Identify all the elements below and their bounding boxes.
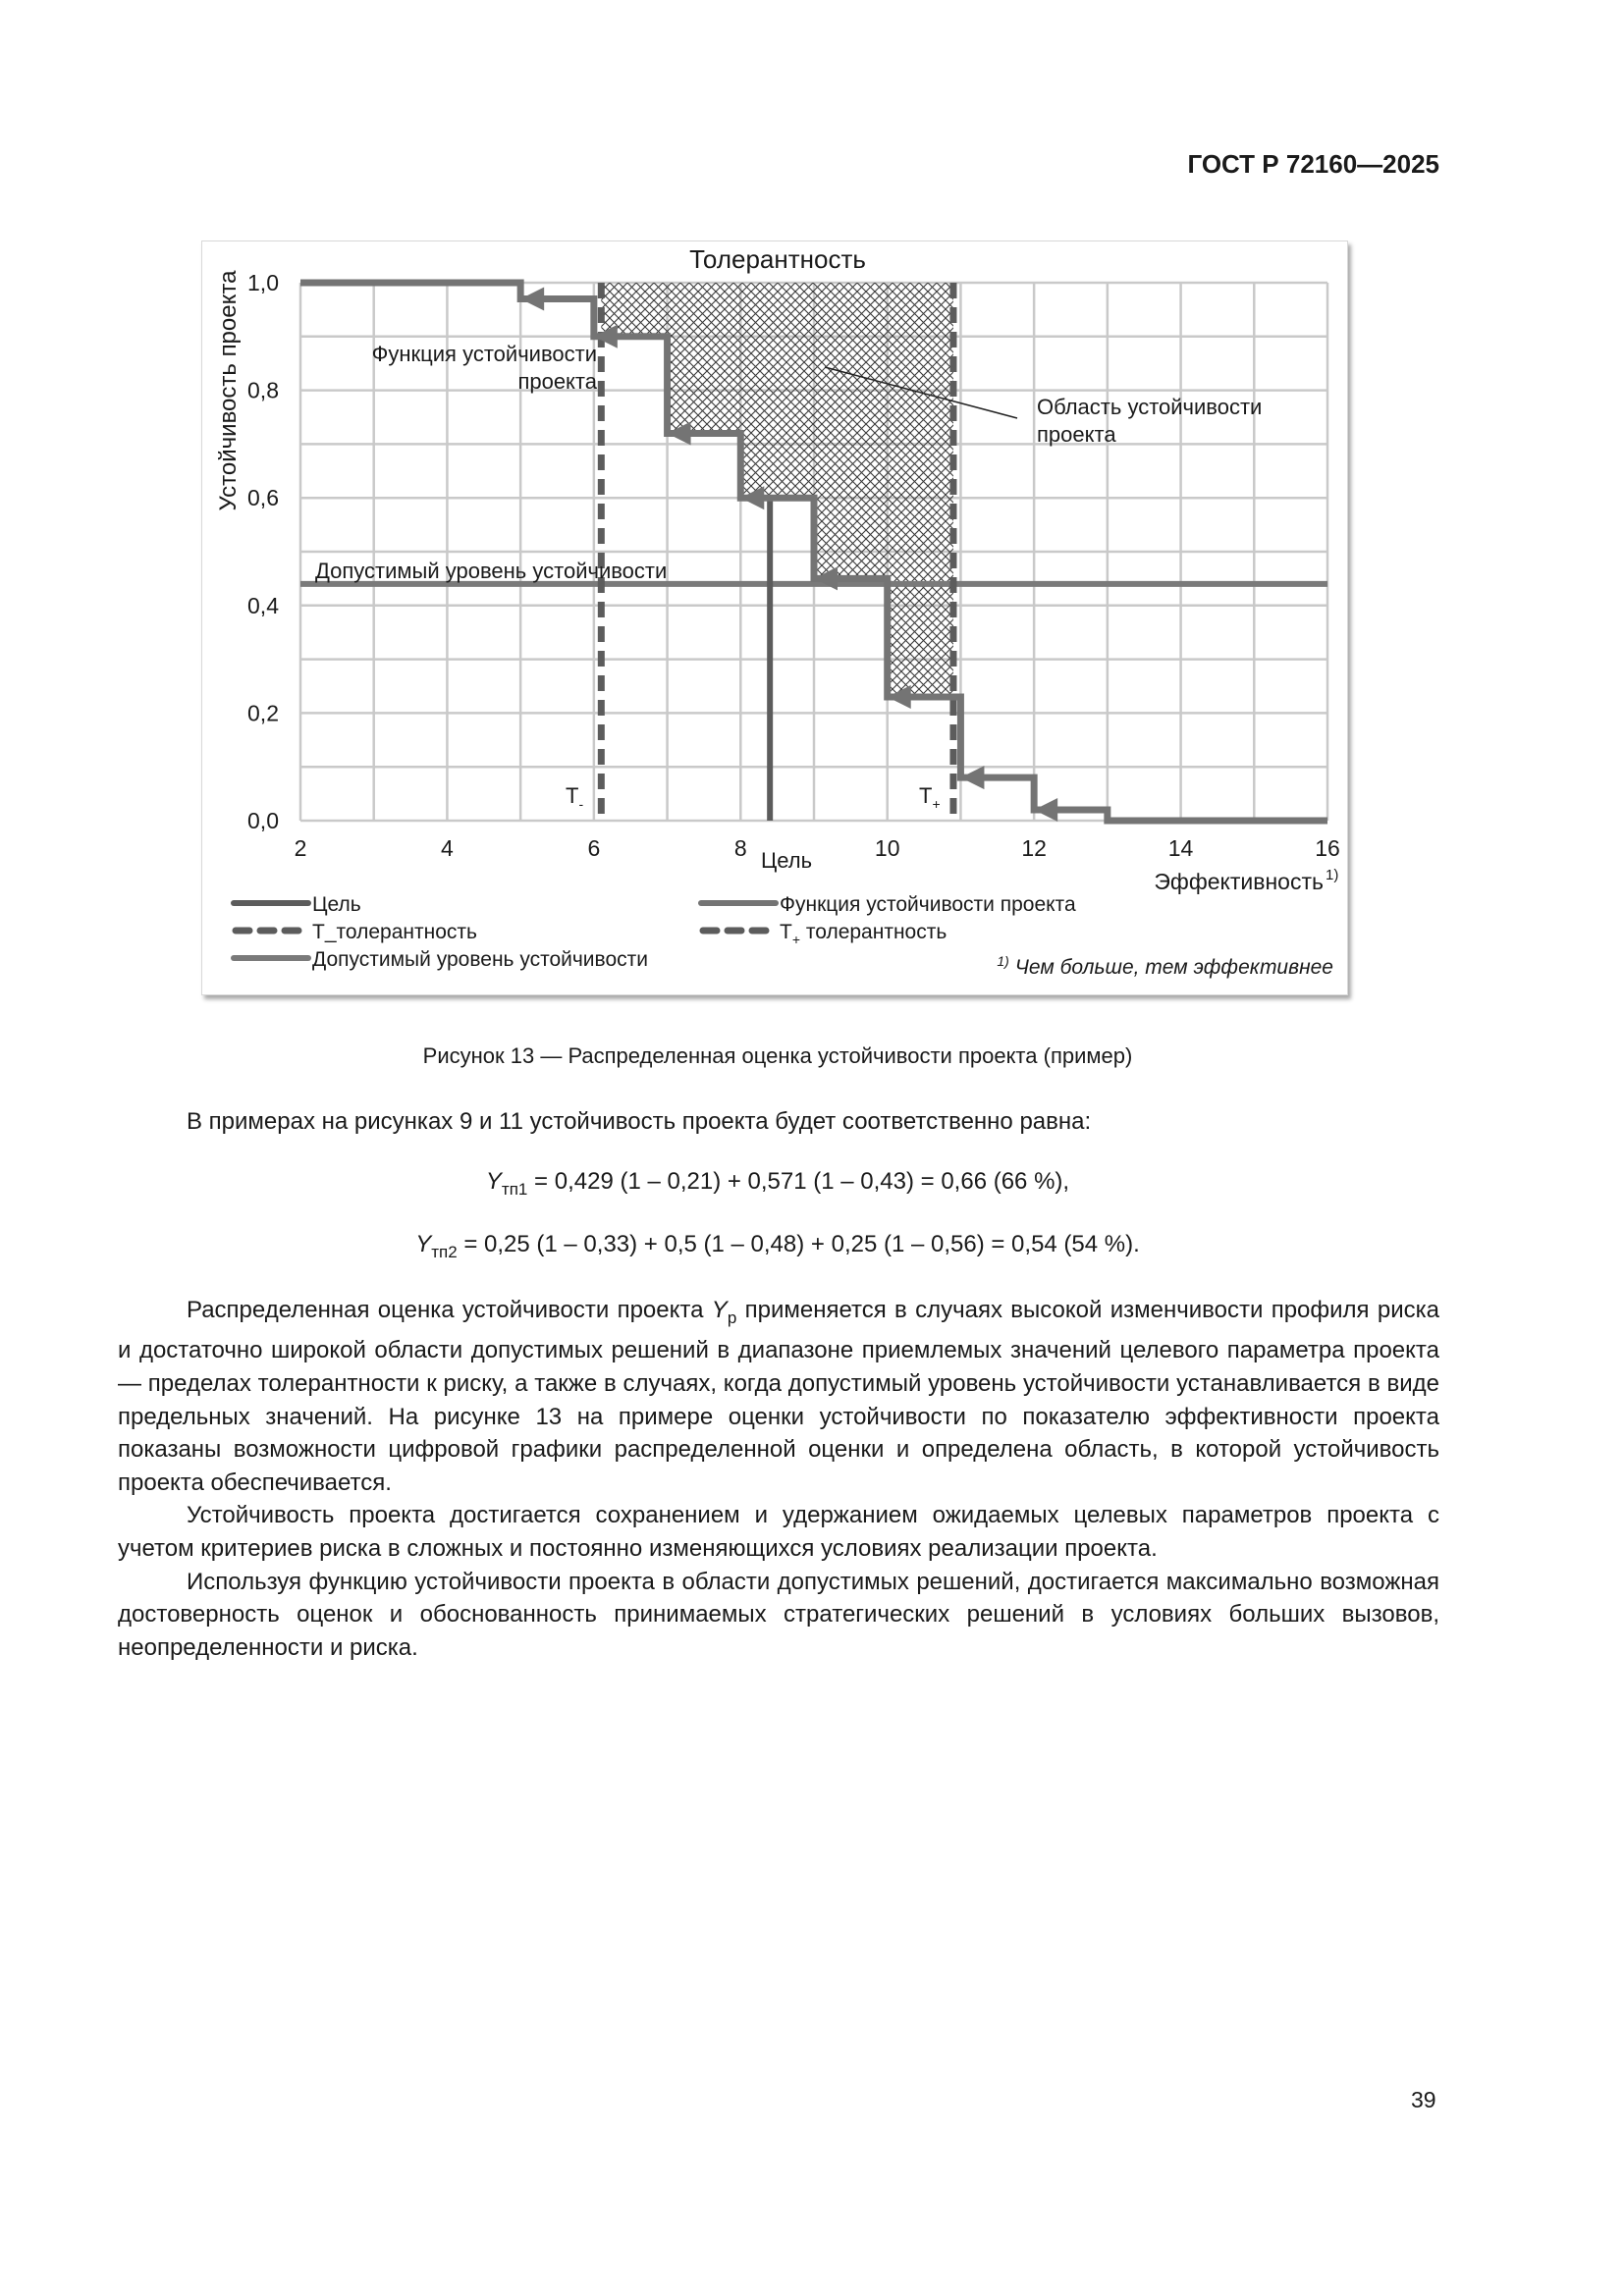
y-axis-label: Устойчивость проекта (215, 270, 242, 511)
chart: 2 4 6 8 10 12 14 16 0,0 0,2 0,4 0,6 0,8 1,0 Толерантн… (215, 244, 1340, 979)
paragraph-1: Распределенная оценка устойчивости проек… (118, 1297, 1440, 1496)
step-arrow-head (960, 766, 985, 790)
legend-label-level: Допустимый уровень устойчивости (312, 948, 648, 971)
x-tick-label: 10 (875, 835, 900, 861)
region-label-1: Область устойчивости (1037, 395, 1262, 419)
stability-region-hatch (601, 283, 953, 697)
x-tick-label: 16 (1315, 835, 1340, 861)
x-tick-label: 6 (587, 835, 600, 861)
legend-label-function: Функция устойчивости проекта (780, 893, 1076, 916)
y-tick-label: 0,4 (247, 593, 279, 618)
step-arrow-head (593, 324, 618, 348)
level-label: Допустимый уровень устойчивости (315, 559, 667, 583)
document-header: ГОСТ Р 72160—2025 (1187, 149, 1439, 179)
y-tick-label: 1,0 (247, 270, 279, 295)
t-minus-label: T- (566, 783, 583, 812)
y-tick-label: 0,2 (247, 700, 279, 725)
intro-text: В примерах на рисунках 9 и 11 устойчивос… (187, 1108, 1092, 1135)
function-label-1: Функция устойчивости (372, 342, 597, 366)
region-leader-line (824, 366, 1018, 419)
y-tick-label: 0,6 (247, 485, 279, 510)
x-axis-label-sup: 1) (1326, 867, 1338, 883)
stability-function-line (300, 279, 1327, 825)
step-arrow-head (814, 566, 838, 591)
formula-1: Yтп1 = 0,429 (1 – 0,21) + 0,571 (1 – 0,4… (485, 1168, 1070, 1199)
x-axis-label-text: Эффективность (1154, 869, 1324, 894)
formula-2: Yтп2 = 0,25 (1 – 0,33) + 0,5 (1 – 0,48) … (415, 1231, 1140, 1261)
legend-label-t-plus: T+ толерантность (780, 921, 947, 947)
chart-title: Толерантность (689, 244, 866, 274)
paragraph-2: Устойчивость проекта достигается сохране… (118, 1502, 1439, 1562)
footnote: 1) Чем больше, тем эффективнее (997, 953, 1333, 979)
stability-region (601, 283, 953, 697)
t-plus-label: T+ (919, 783, 941, 812)
function-label-2: проекта (517, 369, 597, 394)
x-axis-label: Эффективность (1154, 869, 1324, 894)
footnote-mark: 1) (997, 953, 1008, 969)
step-arrow-head (520, 287, 545, 311)
x-tick-label: 8 (734, 835, 747, 861)
x-tick-label: 14 (1168, 835, 1194, 861)
step-arrow-head (1034, 798, 1058, 823)
x-tick-label: 4 (441, 835, 454, 861)
step-arrow-head (887, 684, 911, 709)
legend: Цель Функция устойчивости проекта T_толе… (231, 893, 1076, 971)
footnote-text: Чем больше, тем эффективнее (1015, 956, 1333, 979)
region-label-2: проекта (1037, 422, 1116, 447)
x-tick-label: 12 (1021, 835, 1047, 861)
y-tick-label: 0,0 (247, 808, 279, 833)
body-text: Распределенная оценка устойчивости проек… (118, 1294, 1439, 1664)
page-number: 39 (1411, 2087, 1436, 2112)
legend-label-t-minus: T_толерантность (312, 921, 477, 943)
x-tick-label: 2 (295, 835, 307, 861)
goal-label: Цель (761, 848, 812, 873)
paragraph-3: Используя функцию устойчивости проекта в… (118, 1568, 1439, 1661)
step-arrow-head (740, 486, 765, 510)
step-arrow-head (667, 421, 691, 446)
y-tick-label: 0,8 (247, 378, 279, 403)
figure-caption: Рисунок 13 — Распределенная оценка устой… (422, 1043, 1133, 1068)
legend-label-goal: Цель (312, 893, 361, 916)
